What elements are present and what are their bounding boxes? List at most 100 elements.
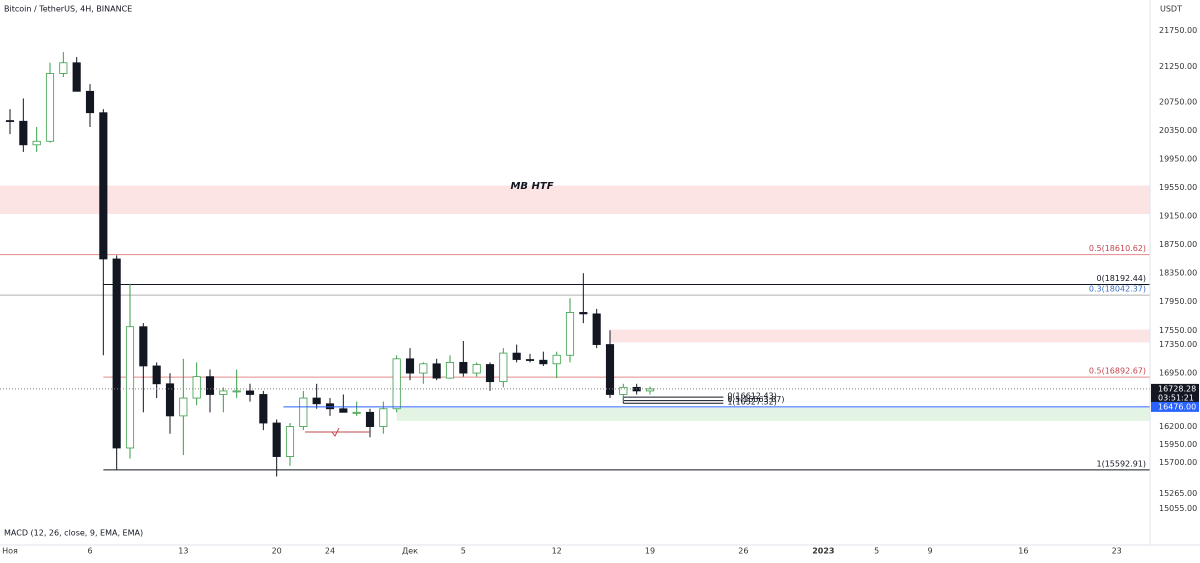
candle-body [139, 326, 148, 367]
candle-body [112, 258, 121, 449]
candle-body [192, 376, 201, 399]
candle-body [379, 408, 388, 427]
candle-body [405, 358, 415, 374]
price-tag [1151, 383, 1199, 403]
candle-body [619, 386, 628, 395]
candle-body [165, 383, 175, 417]
candle-body [32, 140, 41, 146]
y-tick-label: 19550.00 [1159, 183, 1197, 192]
candle-body [19, 120, 28, 146]
candle-body [125, 326, 135, 449]
candle-body [419, 363, 428, 374]
x-tick-label: 5 [874, 547, 879, 556]
x-tick-label: 16 [1018, 547, 1028, 556]
candle-body [432, 363, 441, 379]
y-tick-label: 17350.00 [1159, 340, 1197, 349]
indicator-label: MACD (12, 26, close, 9, EMA, EMA) [4, 529, 143, 538]
level-label: 0.5(18610.62) [1089, 244, 1146, 253]
x-tick-label: 9 [927, 547, 932, 556]
y-tick-label: 15950.00 [1159, 440, 1197, 449]
candle-body [179, 397, 188, 417]
zone [0, 185, 1150, 215]
y-tick-label: 18750.00 [1159, 240, 1197, 249]
check-mark [305, 427, 370, 437]
candle-body [352, 411, 361, 414]
x-tick-label: 2023 [812, 547, 834, 556]
y-tick-label: 17950.00 [1159, 297, 1197, 306]
candle-body [85, 90, 95, 114]
price-tag-label: 16476.00 [1158, 402, 1196, 411]
x-tick-label: Дек [402, 547, 418, 556]
candle-body [445, 361, 455, 379]
candle-body [299, 397, 308, 427]
x-tick-label: 12 [552, 547, 562, 556]
level-label: 1(16527.32) [727, 398, 777, 407]
chart-title: Bitcoin / TetherUS, 4H, BINANCE [4, 5, 132, 14]
y-tick-label: 19150.00 [1159, 212, 1197, 221]
candle-body [152, 365, 161, 385]
y-tick-label: 20750.00 [1159, 98, 1197, 107]
candle-body [325, 403, 335, 410]
y-tick-label: 16200.00 [1159, 422, 1197, 431]
candle-body [525, 359, 535, 361]
zone [610, 329, 1150, 343]
candle-body [285, 426, 295, 457]
candle-body [59, 62, 68, 74]
x-tick-label: 5 [461, 547, 466, 556]
zone-label: MB HTF [510, 181, 553, 192]
level-label: 0.5(16892.67) [1089, 367, 1146, 376]
candle-body [485, 364, 495, 383]
x-tick-label: 6 [87, 547, 92, 556]
candle-body [339, 408, 348, 413]
x-tick-label: 20 [272, 547, 282, 556]
candle-body [232, 390, 241, 393]
level-label: 0(16612.43) [727, 392, 777, 401]
candle-body [205, 376, 215, 395]
x-tick-label: Ноя [2, 547, 18, 556]
x-tick-label: 13 [178, 547, 188, 556]
y-tick-label: 19950.00 [1159, 155, 1197, 164]
candle-body [365, 411, 375, 427]
level-label: 0(18192.44) [1096, 274, 1146, 283]
candle-body [472, 364, 481, 374]
y-unit: USDT [1160, 5, 1182, 14]
level-label: 0.5(16563.87) [727, 395, 784, 404]
x-tick-label: 19 [645, 547, 655, 556]
y-tick-label: 21750.00 [1159, 26, 1197, 35]
y-tick-label: 18350.00 [1159, 269, 1197, 278]
candle-body [392, 358, 401, 410]
x-tick-label: 26 [738, 547, 748, 556]
level-label: 1(15592.91) [1096, 459, 1146, 468]
y-tick-label: 16950.00 [1159, 369, 1197, 378]
y-tick-label: 15265.00 [1159, 489, 1197, 498]
candle-body [259, 394, 268, 424]
candle-body [72, 62, 81, 92]
candle-body [579, 312, 588, 315]
candle-body [5, 120, 15, 122]
candle-body [592, 313, 601, 345]
candle-body [272, 422, 281, 457]
candle-body [645, 388, 655, 392]
y-tick-label: 15700.00 [1159, 458, 1197, 467]
y-tick-label: 20350.00 [1159, 126, 1197, 135]
countdown: 03:51:21 [1158, 393, 1194, 402]
candle-body [99, 112, 108, 260]
candle-body [605, 344, 615, 395]
candle-body [539, 359, 548, 365]
x-tick-label: 24 [325, 547, 335, 556]
candle-body [45, 73, 55, 142]
y-tick-label: 17550.00 [1159, 326, 1197, 335]
candle-body [512, 352, 521, 360]
candle-body [459, 361, 468, 374]
y-tick-label: 15055.00 [1159, 504, 1197, 513]
candle-body [552, 354, 561, 365]
level-label: 0.3(18042.37) [1089, 285, 1146, 294]
candle-body [245, 390, 255, 395]
price-tag-label: 16728.28 [1158, 384, 1196, 393]
zone [396, 408, 1151, 421]
plot-area [0, 52, 1151, 477]
y-tick-label: 21250.00 [1159, 62, 1197, 71]
candle-body [499, 352, 508, 383]
